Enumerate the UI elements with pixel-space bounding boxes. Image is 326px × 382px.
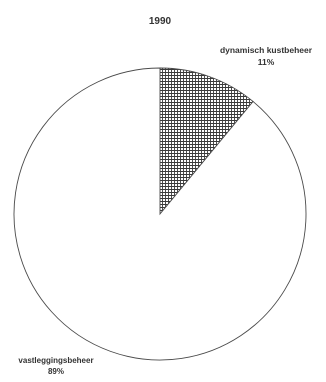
chart-title: 1990 (149, 16, 172, 27)
pie-slices (13, 67, 307, 361)
pie-slice-dynamisch-kustbeheer (159, 67, 254, 216)
slice-label-vastleggingsbeheer: vastleggingsbeheer (18, 356, 93, 365)
slice-value-vastleggingsbeheer: 89% (48, 367, 64, 376)
pie-slice-vastleggingsbeheer (13, 67, 307, 361)
slice-value-dynamisch-kustbeheer: 11% (258, 57, 275, 67)
slice-label-dynamisch-kustbeheer: dynamisch kustbeheer (220, 45, 313, 55)
